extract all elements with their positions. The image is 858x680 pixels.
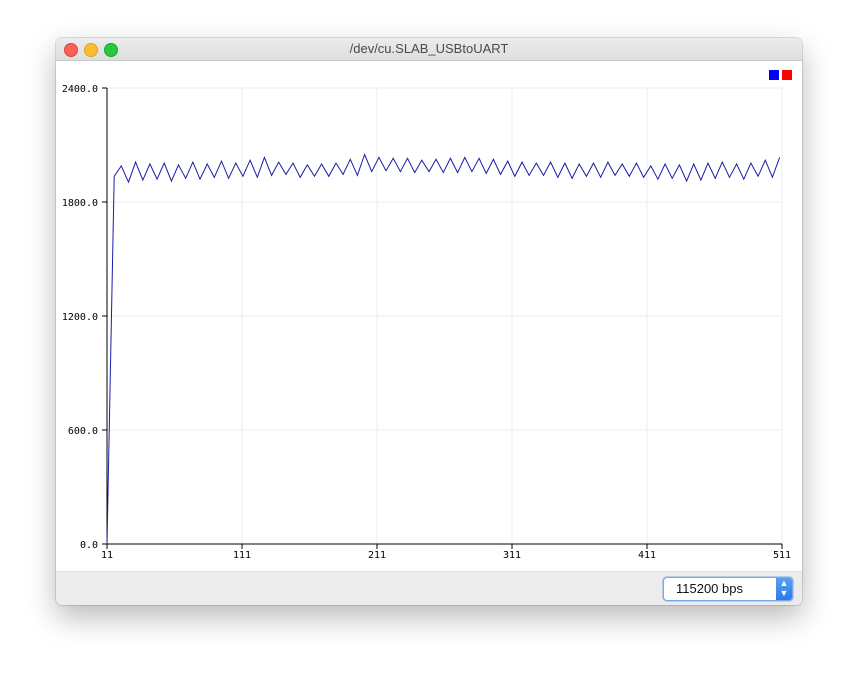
y-tick-label: 0.0 — [80, 540, 98, 551]
close-window-button[interactable] — [64, 43, 78, 57]
x-tick-label: 511 — [773, 550, 791, 561]
x-tick-label: 211 — [368, 550, 386, 561]
legend-swatch — [769, 70, 779, 80]
y-tick-label: 2400.0 — [62, 84, 98, 95]
zoom-window-button[interactable] — [104, 43, 118, 57]
series-line — [106, 153, 781, 545]
plot-area: 11 111 211 311 411 511 0.0 600.0 1200.0 1800.0 240… — [56, 61, 802, 571]
title-bar: /dev/cu.SLAB_USBtoUART — [56, 38, 802, 61]
baud-rate-value: 115200 bps — [676, 581, 743, 596]
chart-grid — [106, 87, 783, 545]
chart-legend — [769, 70, 792, 80]
baud-rate-select[interactable]: 115200 bps ▲ ▼ — [663, 577, 793, 601]
serial-plot-chart: 11 111 211 311 411 5110.0600.01200.01800.0240… — [62, 70, 792, 561]
y-tick-label: 1200.0 — [62, 312, 98, 323]
x-tick-label: 411 — [638, 550, 656, 561]
select-arrows-icon: ▲ ▼ — [776, 578, 792, 600]
x-tick-label: 11 — [101, 550, 113, 561]
legend-swatch — [782, 70, 792, 80]
chart-axes: 11 111 211 311 411 5110.0600.01200.01800.0240… — [62, 84, 791, 561]
minimize-window-button[interactable] — [84, 43, 98, 57]
x-tick-label: 111 — [233, 550, 251, 561]
bottom-toolbar: 115200 bps ▲ ▼ — [56, 571, 802, 605]
y-tick-label: 1800.0 — [62, 198, 98, 209]
chart-series — [106, 153, 781, 545]
y-tick-label: 600.0 — [68, 426, 98, 437]
serial-plotter-window: /dev/cu.SLAB_USBtoUART 11 111 211 311 411 511… — [56, 38, 802, 605]
window-title: /dev/cu.SLAB_USBtoUART — [349, 41, 509, 56]
x-tick-label: 311 — [503, 550, 521, 561]
